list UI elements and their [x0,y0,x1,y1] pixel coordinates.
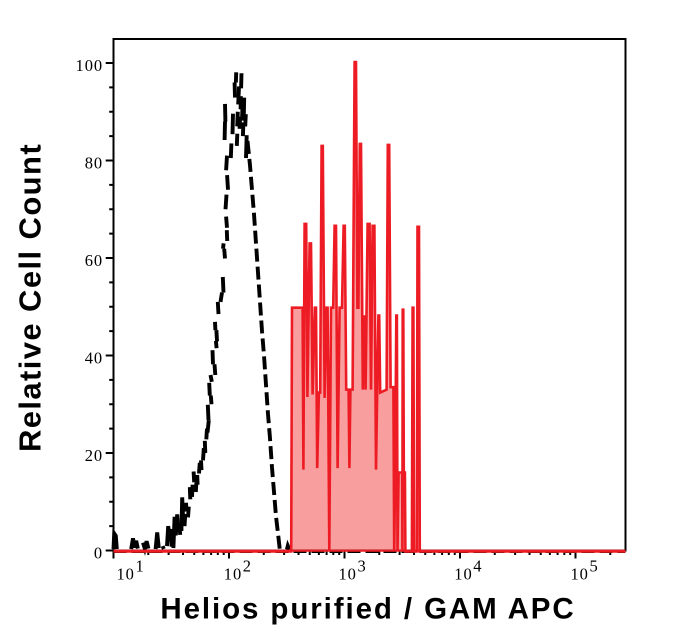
svg-text:10: 10 [224,565,242,584]
svg-text:10: 10 [117,565,135,584]
svg-text:10: 10 [339,565,357,584]
svg-text:2: 2 [243,556,252,575]
svg-text:80: 80 [85,154,103,173]
svg-text:0: 0 [94,544,103,563]
svg-text:4: 4 [473,556,482,575]
svg-text:Helios purified / GAM APC: Helios purified / GAM APC [160,593,575,626]
svg-text:1: 1 [136,556,145,575]
svg-text:10: 10 [571,565,589,584]
svg-text:100: 100 [76,56,103,75]
svg-text:3: 3 [358,556,367,575]
svg-text:20: 20 [85,446,103,465]
svg-text:5: 5 [590,556,599,575]
svg-text:Relative Cell Count: Relative Cell Count [12,143,47,452]
svg-text:60: 60 [85,251,103,270]
svg-text:10: 10 [454,565,472,584]
svg-text:40: 40 [85,349,103,368]
